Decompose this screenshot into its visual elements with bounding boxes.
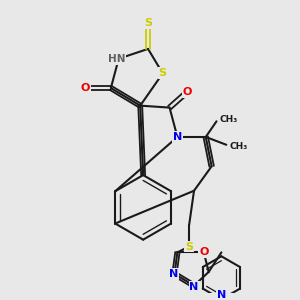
Text: O: O bbox=[199, 248, 208, 257]
Text: HN: HN bbox=[108, 54, 125, 64]
Text: O: O bbox=[182, 87, 192, 97]
Text: N: N bbox=[217, 290, 226, 300]
Text: N: N bbox=[173, 132, 182, 142]
Text: N: N bbox=[169, 269, 178, 279]
Text: N: N bbox=[189, 282, 199, 292]
Text: S: S bbox=[144, 19, 152, 28]
Text: O: O bbox=[81, 83, 90, 93]
Text: S: S bbox=[159, 68, 167, 78]
Text: CH₃: CH₃ bbox=[229, 142, 248, 151]
Text: CH₃: CH₃ bbox=[220, 115, 238, 124]
Text: S: S bbox=[185, 242, 193, 251]
